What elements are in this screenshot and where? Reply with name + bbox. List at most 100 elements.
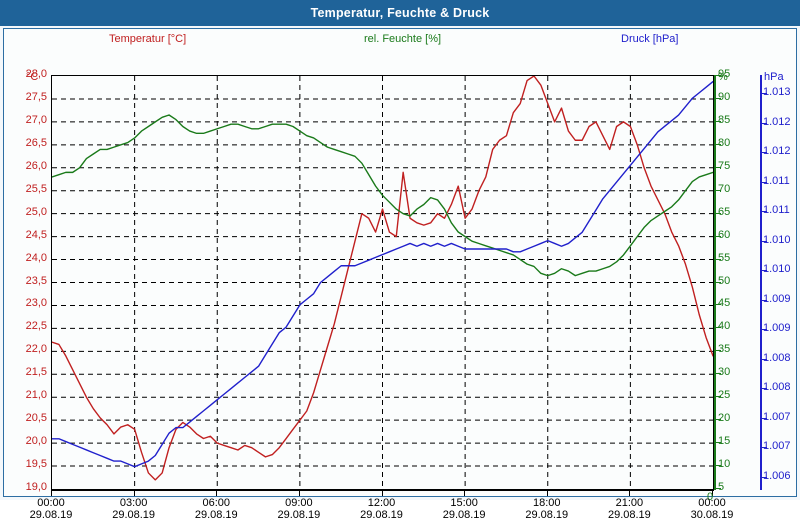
pressure-tick-mark bbox=[762, 270, 767, 271]
x-axis-tick-time: 06:00 bbox=[202, 497, 231, 509]
x-axis-tick-date: 29.08.19 bbox=[360, 509, 403, 521]
humidity-tick-mark bbox=[716, 373, 721, 375]
pressure-tick-mark bbox=[762, 417, 767, 419]
pressure-tick-mark bbox=[762, 93, 767, 94]
x-axis-tick-time: 12:00 bbox=[367, 497, 396, 509]
x-axis-tick-date: 29.08.19 bbox=[112, 509, 156, 521]
axis-unit-temperature: °C bbox=[26, 71, 39, 83]
temperature-tick-label: 23,5 bbox=[25, 274, 47, 287]
series-line-humidity bbox=[52, 114, 713, 277]
x-axis-tick-mark bbox=[51, 491, 52, 496]
temperature-tick-label: 22,5 bbox=[25, 320, 47, 333]
x-axis-tick-label: 21:00 29.08.19 bbox=[589, 497, 669, 521]
pressure-tick-mark bbox=[762, 240, 767, 242]
humidity-tick-label: 50 bbox=[718, 274, 731, 287]
x-axis-tick-mark bbox=[216, 491, 218, 496]
x-axis-tick-time: 09:00 bbox=[285, 497, 313, 509]
pressure-tick-label: 1.009 bbox=[763, 292, 791, 305]
axis-humidity-ticks: 95 90 85 80 75 70 65 60 55 50 45 40 35 30 25 20 15 10 5 bbox=[718, 68, 758, 493]
window-title: Temperatur, Feuchte & Druck bbox=[310, 6, 490, 20]
humidity-tick-label: 65 bbox=[718, 205, 731, 218]
temperature-tick-label: 21,0 bbox=[25, 389, 47, 402]
x-axis-tick-time: 00:00 bbox=[37, 497, 65, 509]
x-axis-tick-time: 15:00 bbox=[450, 497, 478, 509]
axis-temperature-ticks: 28,0 27,5 27,0 26,5 26,0 25,5 25,0 24,5 24,0 23,5… bbox=[4, 68, 47, 493]
temperature-tick-label: 20,0 bbox=[25, 435, 47, 448]
humidity-tick-label: 5 bbox=[718, 481, 725, 493]
axis-pressure-ticks: 1.013 1.012 1.012 1.011 1.011 1.010 1.010 1.009… bbox=[763, 75, 800, 490]
humidity-tick-mark bbox=[716, 143, 721, 145]
humidity-tick-mark bbox=[716, 488, 721, 489]
humidity-tick-label: 90 bbox=[718, 90, 731, 103]
humidity-tick-label: 20 bbox=[718, 412, 731, 425]
legend-temperature: Temperatur [°C] bbox=[109, 33, 187, 45]
plot-area bbox=[51, 75, 714, 490]
humidity-tick-mark bbox=[716, 442, 721, 444]
x-axis-tick-date: 29.08.19 bbox=[442, 509, 486, 521]
pressure-tick-mark bbox=[762, 211, 767, 212]
pressure-tick-label: 1.012 bbox=[763, 115, 791, 128]
x-axis-tick-mark bbox=[712, 491, 713, 496]
x-axis-tick-time: 18:00 bbox=[532, 497, 561, 509]
x-axis-tick-date: 29.08.19 bbox=[607, 509, 651, 521]
x-axis-tick-date: 30.08.19 bbox=[690, 509, 734, 521]
x-axis-line bbox=[51, 490, 714, 491]
series-line-pressure bbox=[52, 80, 713, 468]
temperature-tick-label: 19,0 bbox=[25, 481, 47, 493]
pressure-tick-mark bbox=[762, 358, 767, 360]
pressure-tick-mark bbox=[762, 447, 767, 448]
x-axis-tick-label: 00:00 30.08.19 bbox=[672, 497, 752, 521]
humidity-tick-mark bbox=[716, 258, 721, 260]
temperature-tick-label: 24,0 bbox=[25, 251, 47, 264]
series-line-temperature bbox=[52, 76, 713, 481]
humidity-tick-mark bbox=[716, 120, 721, 122]
legend-pressure: Druck [hPa] bbox=[621, 33, 679, 45]
humidity-tick-label: 95 bbox=[718, 68, 731, 80]
humidity-tick-label: 15 bbox=[718, 435, 731, 448]
humidity-tick-mark bbox=[716, 327, 721, 329]
pressure-tick-mark bbox=[762, 388, 767, 389]
temperature-tick-label: 26,0 bbox=[25, 159, 47, 172]
pressure-tick-mark bbox=[762, 299, 767, 301]
pressure-tick-mark bbox=[762, 181, 767, 183]
humidity-tick-label: 85 bbox=[718, 113, 731, 126]
pressure-tick-label: 1.006 bbox=[763, 469, 791, 482]
axis-unit-pressure: hPa bbox=[764, 71, 784, 83]
humidity-tick-label: 35 bbox=[718, 343, 731, 356]
temperature-tick-label: 27,0 bbox=[25, 113, 47, 126]
humidity-tick-mark bbox=[716, 419, 721, 421]
x-axis-tick-date: 29.08.19 bbox=[29, 509, 73, 521]
pressure-tick-label: 1.008 bbox=[763, 381, 791, 393]
x-axis-tick-label: 18:00 29.08.19 bbox=[507, 497, 587, 521]
temperature-tick-label: 25,5 bbox=[25, 182, 47, 195]
temperature-tick-label: 28,0 bbox=[25, 68, 47, 80]
x-axis-tick-mark bbox=[629, 491, 631, 496]
humidity-tick-mark bbox=[716, 97, 721, 99]
pressure-tick-label: 1.007 bbox=[763, 440, 791, 452]
pressure-tick-mark bbox=[762, 122, 767, 124]
humidity-tick-mark bbox=[716, 212, 721, 214]
pressure-tick-label: 1.013 bbox=[763, 86, 791, 98]
x-axis-tick-date: 29.08.19 bbox=[277, 509, 321, 521]
humidity-tick-label: 40 bbox=[718, 320, 731, 333]
humidity-tick-label: 25 bbox=[718, 389, 731, 402]
legend-humidity: rel. Feuchte [%] bbox=[364, 33, 442, 45]
temperature-tick-label: 21,5 bbox=[25, 366, 47, 379]
temperature-tick-label: 27,5 bbox=[25, 90, 47, 103]
humidity-tick-label: 80 bbox=[718, 136, 731, 149]
x-axis-labels: 00:00 29.08.19 03:00 29.08.19 06:00 29.08.19 0… bbox=[4, 497, 800, 529]
humidity-tick-mark bbox=[716, 465, 721, 467]
pressure-tick-mark bbox=[762, 329, 767, 330]
temperature-tick-label: 26,5 bbox=[25, 136, 47, 149]
humidity-tick-label: 55 bbox=[718, 251, 731, 264]
x-axis-tick-time: 03:00 bbox=[119, 497, 148, 509]
axis-unit-humidity: % bbox=[718, 71, 728, 83]
humidity-tick-mark bbox=[716, 281, 721, 283]
axis-humidity-line bbox=[714, 75, 716, 490]
x-axis-tick-date: 29.08.19 bbox=[525, 509, 569, 521]
x-axis-tick-label: 09:00 29.08.19 bbox=[259, 497, 339, 521]
humidity-tick-label: 70 bbox=[718, 182, 731, 195]
pressure-tick-mark bbox=[762, 152, 767, 153]
pressure-tick-mark bbox=[762, 476, 767, 478]
